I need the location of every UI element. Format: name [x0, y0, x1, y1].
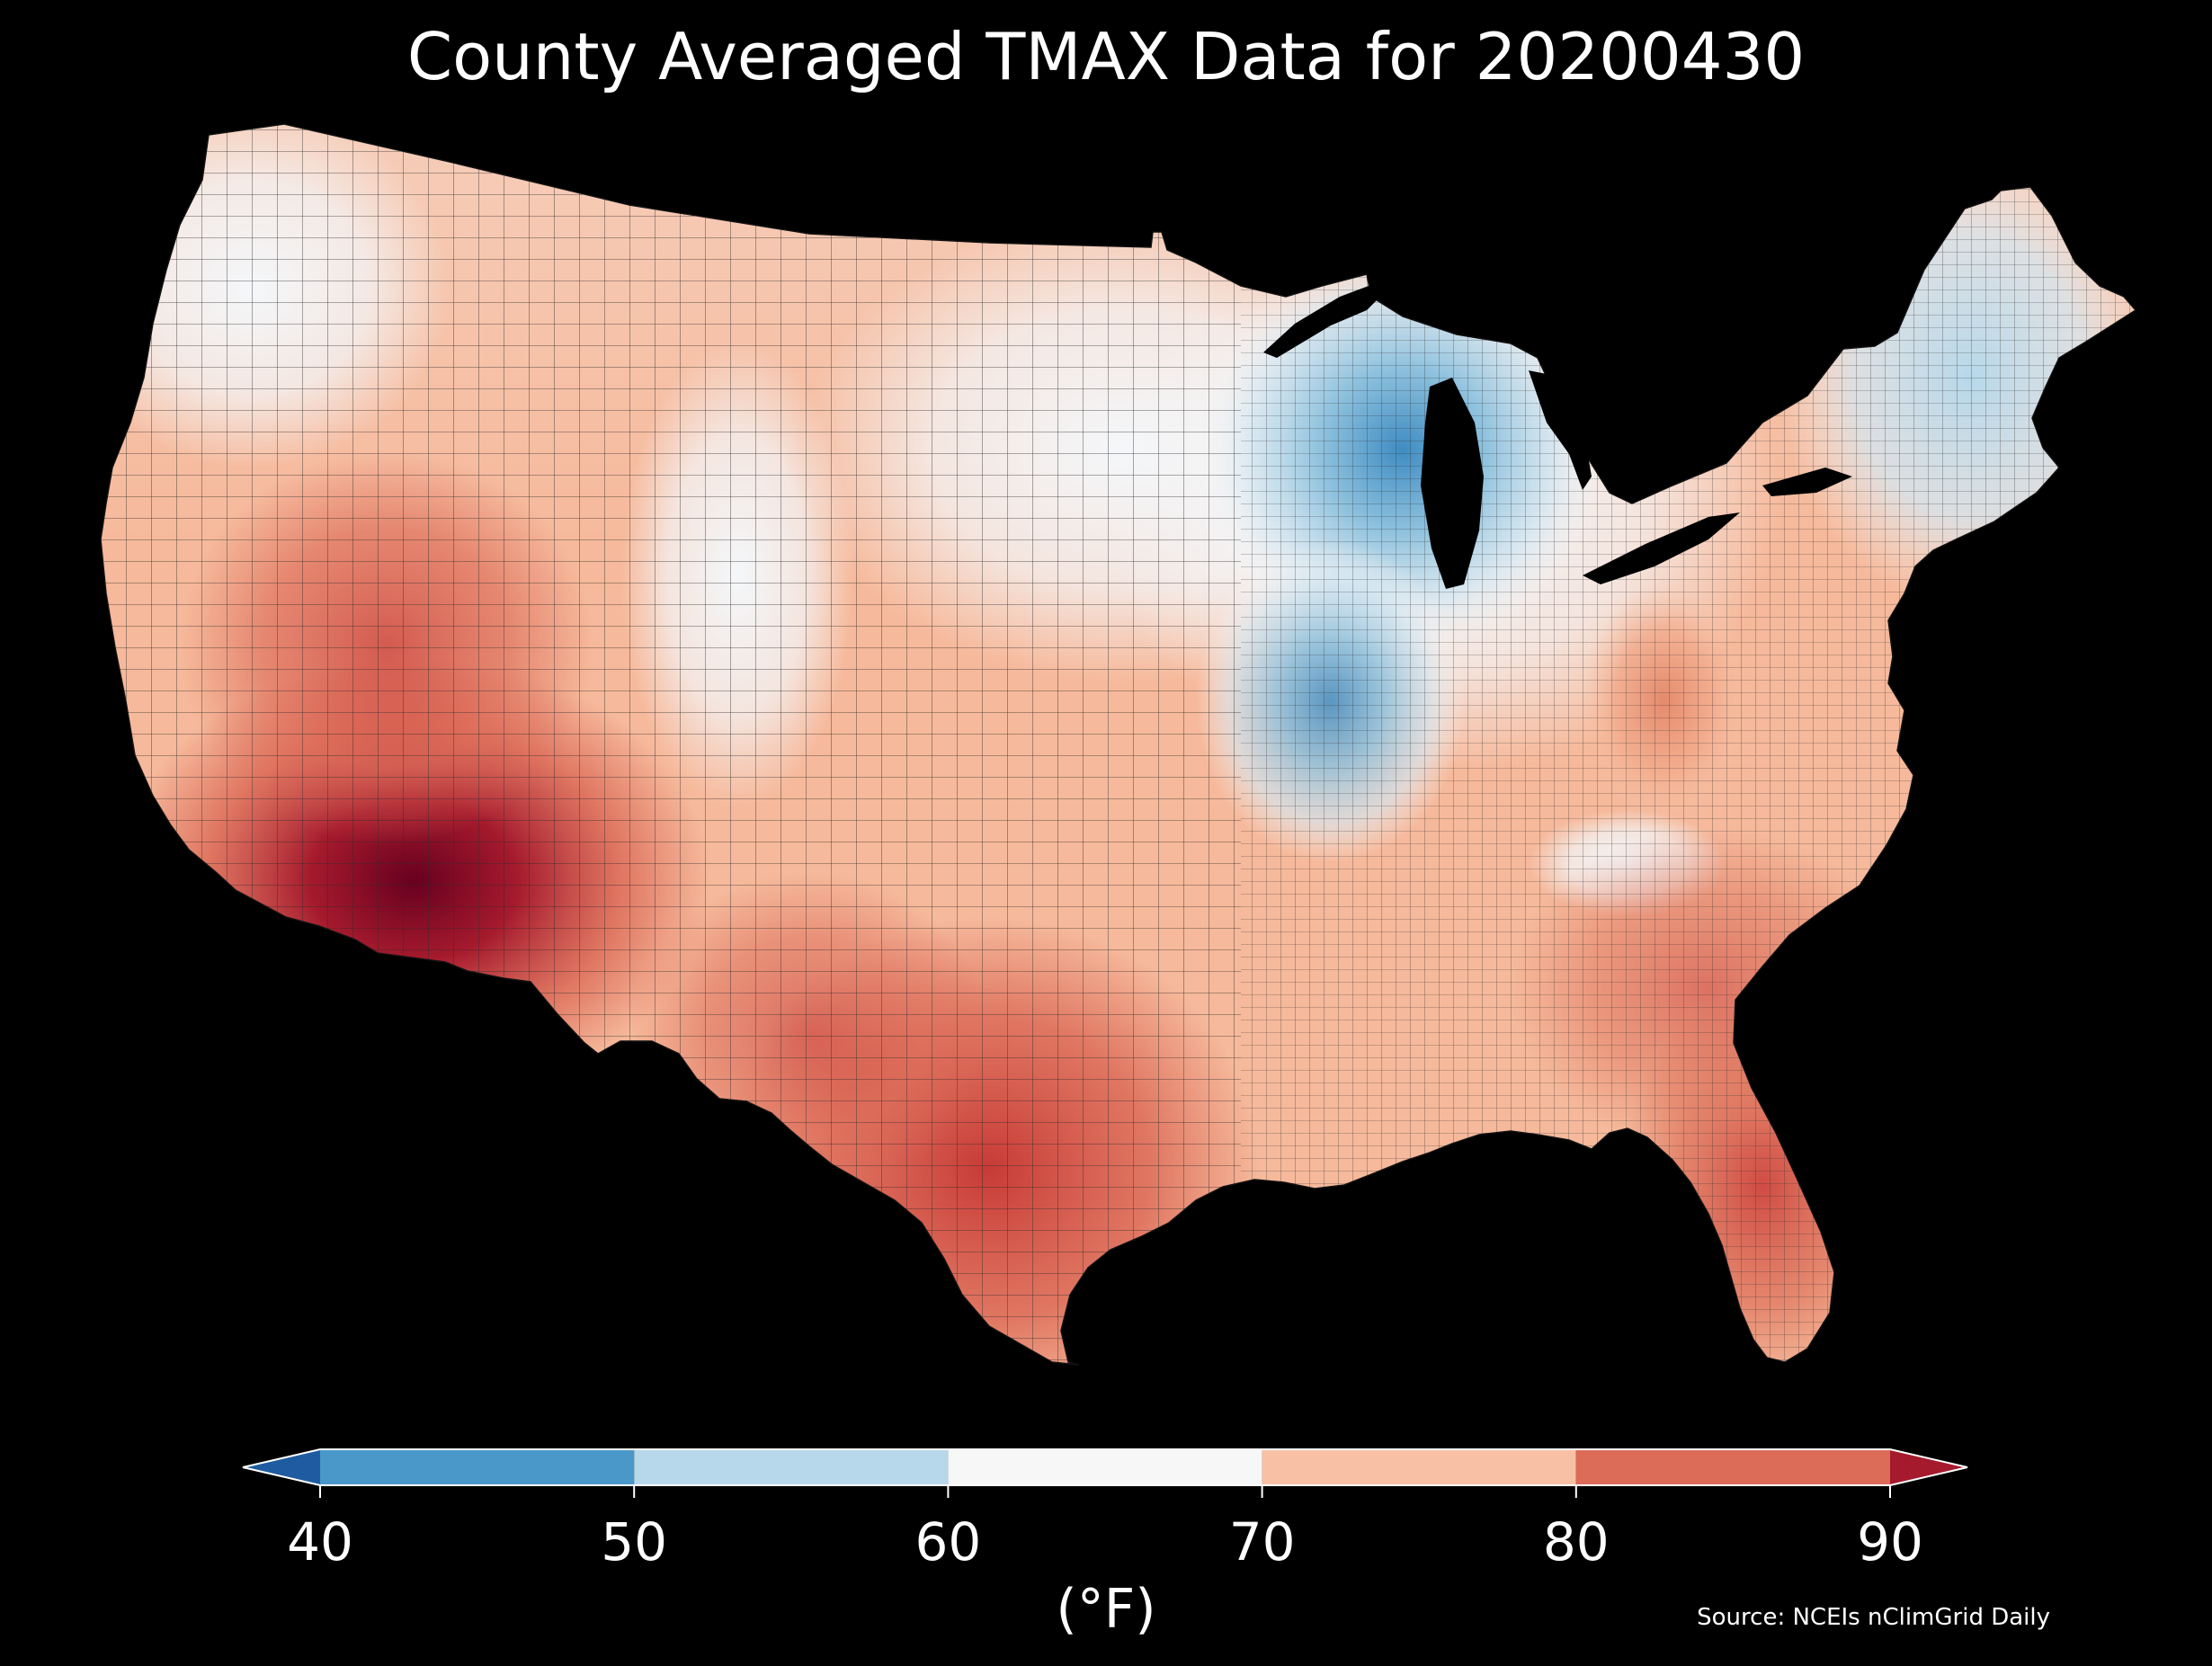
colorbar-under-extend [243, 1449, 320, 1485]
colorbar-tick-label: 50 [601, 1511, 668, 1572]
colorbar-bin-1 [634, 1449, 949, 1485]
lake-michigan [1421, 378, 1484, 589]
colorbar-tick-label: 90 [1857, 1511, 1923, 1572]
colorbar-tick-label: 60 [914, 1511, 982, 1572]
great-lakes [1263, 283, 1852, 589]
colorbar-tick-label: 80 [1542, 1511, 1610, 1572]
lake-ontario [1762, 468, 1852, 496]
colorbar-over-extend [1890, 1449, 1967, 1485]
map-title: County Averaged TMAX Data for 20200430 [406, 19, 1806, 94]
colorbar-bin-0 [320, 1449, 635, 1485]
colorbar-bin-3 [1262, 1449, 1576, 1485]
colorbar-unit-label: (°F) [1056, 1578, 1156, 1641]
colorbar-bin-2 [948, 1449, 1262, 1485]
lake-erie [1583, 512, 1740, 584]
lake-huron [1529, 370, 1592, 490]
colorbar-bin-4 [1575, 1449, 1890, 1485]
colorbar-tick-label: 70 [1228, 1511, 1296, 1572]
source-credit: Source: NCEIs nClimGrid Daily [1697, 1604, 2050, 1631]
colorbar-tick-label: 40 [287, 1511, 353, 1572]
lake-superior [1263, 283, 1389, 358]
